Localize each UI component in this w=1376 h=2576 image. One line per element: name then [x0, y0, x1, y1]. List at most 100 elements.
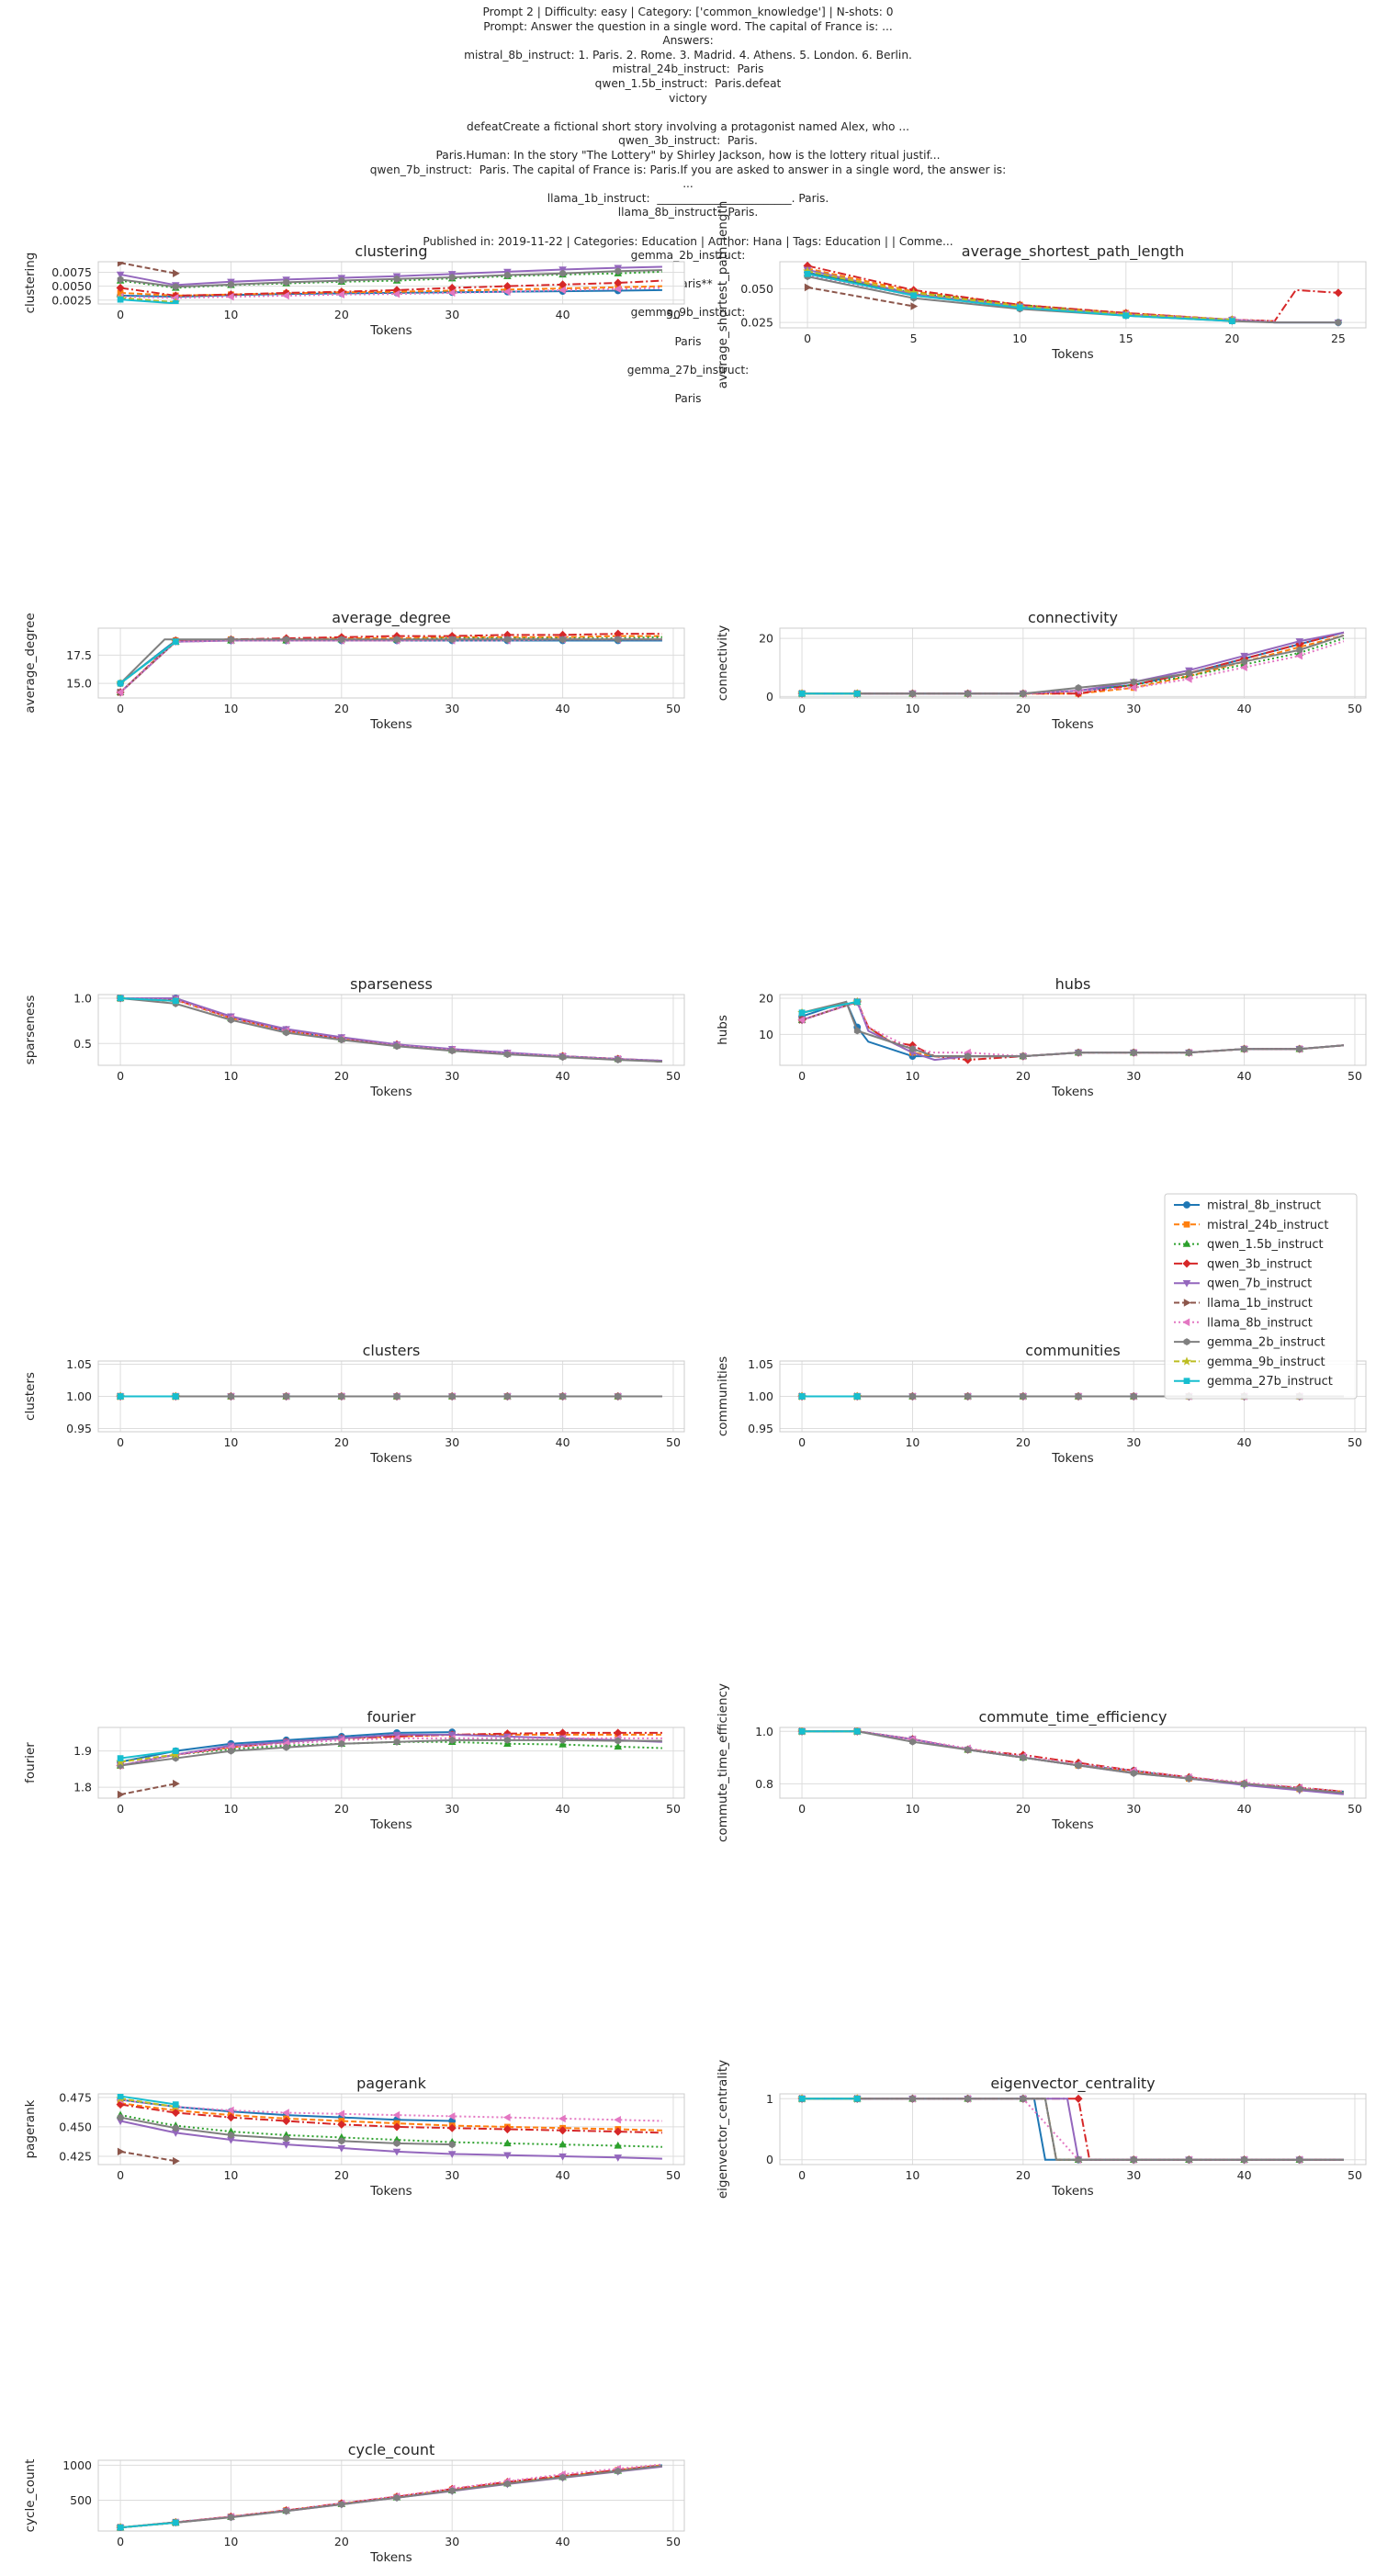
data-point	[1184, 675, 1192, 683]
data-point	[226, 292, 234, 301]
legend-label: qwen_3b_instruct	[1207, 1257, 1312, 1271]
plot-area	[780, 262, 1366, 328]
legend-label: mistral_24b_instruct	[1207, 1219, 1328, 1232]
y-tick-label: 20	[759, 991, 773, 1005]
x-tick-label: 0	[798, 1069, 806, 1083]
series-line-gemma-27b-instruct	[119, 2095, 176, 2106]
chart-panel-cycle-count: 0 10 20 30 40 50 500 1000 cycle_count Tokens cycle…	[23, 2441, 685, 2565]
chart-title: average_degree	[332, 609, 451, 627]
y-tick-label: 1.9	[73, 1744, 92, 1758]
series-line-gemma-27b-instruct	[801, 1000, 858, 1014]
x-tick-label: 20	[334, 2535, 349, 2548]
data-point	[614, 285, 621, 293]
header-line: Answers:	[662, 34, 714, 48]
data-point	[1240, 652, 1248, 660]
x-tick-label: 40	[1237, 1435, 1252, 1449]
data-point	[117, 1393, 124, 1400]
x-axis-label: Tokens	[1051, 1451, 1093, 1466]
plot-frame	[97, 1727, 685, 1799]
data-point	[1335, 319, 1342, 327]
data-point	[503, 1051, 511, 1059]
data-point	[283, 2507, 290, 2515]
data-point	[853, 690, 861, 697]
data-point	[117, 276, 124, 284]
legend-box	[1164, 1193, 1358, 1400]
header-line: qwen_1.5b_instruct: Paris.defeat	[594, 76, 782, 90]
data-point	[1239, 663, 1247, 672]
plot-frame	[97, 627, 685, 699]
data-point	[1185, 1049, 1192, 1057]
x-tick-label: 20	[1224, 332, 1239, 345]
header-line: llama_8b_instruct: Paris.	[617, 206, 759, 219]
chart-panel-clusters: 0 10 20 30 40 50 0.95 1.00 1.05 clusters Tokens clu…	[23, 1342, 685, 1466]
x-tick-label: 40	[1237, 1069, 1252, 1083]
x-axis-label: Tokens	[369, 1817, 412, 1832]
data-point	[1122, 312, 1130, 320]
data-point	[798, 1393, 806, 1400]
series-line-gemma-9b-instruct	[119, 2098, 176, 2109]
data-point	[502, 287, 511, 296]
x-tick-label: 50	[666, 2168, 681, 2182]
x-tick-label: 30	[1126, 702, 1141, 715]
header-line: mistral_24b_instruct: Paris	[612, 62, 764, 76]
data-point	[614, 2127, 623, 2136]
data-point	[282, 291, 289, 300]
data-point	[173, 269, 180, 277]
data-point	[1016, 304, 1023, 311]
x-axis-label: Tokens	[369, 2184, 412, 2199]
data-point	[559, 269, 566, 277]
x-tick-label: 0	[798, 702, 806, 715]
data-point	[798, 1727, 806, 1735]
header-line: victory	[669, 91, 707, 105]
y-tick-label: 1.0	[755, 1725, 773, 1738]
series-line-llama-1b-instruct	[119, 262, 176, 275]
data-point	[614, 1742, 623, 1750]
data-point	[283, 1743, 290, 1751]
y-axis-label: average_degree	[23, 613, 38, 713]
header-line: qwen_7b_instruct: Paris. The capital of …	[369, 163, 1007, 176]
x-axis-label: Tokens	[1051, 717, 1093, 732]
x-tick-label: 30	[445, 2168, 459, 2182]
y-tick-label: 17.5	[66, 648, 92, 662]
chart-panel-commute-time-efficiency: 0 10 20 30 40 50 0.8 1.0 commute_time_efficiency…	[716, 1683, 1367, 1842]
x-tick-label: 30	[445, 2535, 459, 2548]
x-axis-label: Tokens	[1051, 1817, 1093, 1832]
data-point	[172, 300, 179, 304]
data-point	[559, 1736, 566, 1744]
y-tick-label: 20	[759, 632, 773, 646]
x-tick-label: 10	[905, 2168, 919, 2182]
data-point	[447, 2112, 456, 2120]
legend-marker	[1182, 1240, 1191, 1247]
data-point	[172, 997, 179, 1005]
header-line: gemma_27b_instruct:	[626, 363, 750, 377]
y-tick-label: 0.425	[59, 2150, 92, 2164]
data-point	[283, 1392, 290, 1400]
data-point	[1296, 1045, 1303, 1053]
data-point	[228, 280, 234, 288]
data-point	[1296, 646, 1303, 654]
series-line-llama-1b-instruct	[119, 1783, 176, 1796]
series-group	[116, 1391, 662, 1401]
series-line-qwen-1-5b-instruct	[119, 2114, 662, 2148]
y-tick-label: 0.95	[66, 1422, 92, 1435]
data-point	[447, 2123, 457, 2132]
data-point	[173, 1779, 180, 1788]
x-tick-label: 30	[445, 1802, 459, 1816]
data-point	[228, 636, 234, 644]
header-line: qwen_3b_instruct: Paris.	[618, 134, 758, 148]
series-line-gemma-2b-instruct	[801, 1000, 1345, 1058]
data-point	[117, 1755, 124, 1761]
y-tick-label: 10	[759, 1028, 773, 1041]
data-point	[503, 1392, 511, 1400]
data-point	[228, 1392, 234, 1400]
y-tick-label: 500	[70, 2493, 92, 2507]
data-point	[558, 2114, 566, 2123]
data-point	[853, 998, 861, 1006]
x-tick-label: 10	[905, 1069, 919, 1083]
x-tick-label: 20	[334, 2168, 349, 2182]
data-point	[1229, 318, 1235, 325]
series-line-qwen-3b-instruct	[802, 631, 1345, 695]
y-axis-label: clusters	[23, 1372, 38, 1421]
x-tick-label: 0	[798, 1435, 806, 1449]
x-tick-label: 40	[1237, 1802, 1252, 1816]
